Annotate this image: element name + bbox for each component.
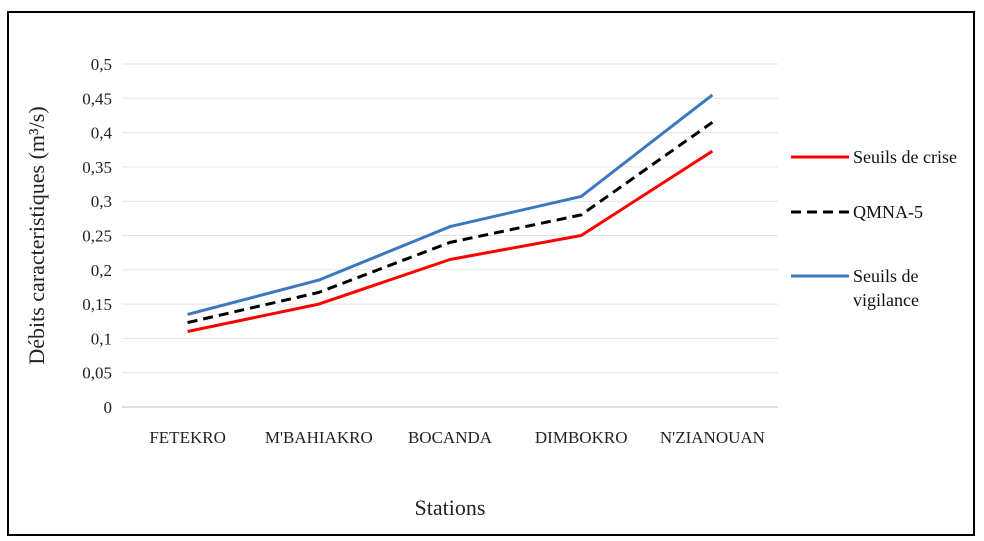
x-tick-label: BOCANDA bbox=[408, 428, 493, 447]
y-tick-label: 0,4 bbox=[91, 124, 113, 143]
y-tick-label: 0,2 bbox=[91, 261, 112, 280]
y-tick-label: 0,1 bbox=[91, 329, 112, 348]
series-line bbox=[187, 93, 714, 316]
series-line bbox=[187, 121, 714, 325]
legend-label: Seuils de crise bbox=[853, 147, 957, 167]
x-tick-label: FETEKRO bbox=[149, 428, 226, 447]
y-tick-label: 0,25 bbox=[82, 227, 112, 246]
y-tick-label: 0 bbox=[104, 398, 113, 417]
y-tick-label: 0,35 bbox=[82, 158, 112, 177]
series-line bbox=[187, 149, 714, 333]
x-tick-label: N'ZIANOUAN bbox=[660, 428, 765, 447]
y-tick-label: 0,3 bbox=[91, 192, 112, 211]
y-tick-label: 0,05 bbox=[82, 364, 112, 383]
y-axis-title: Débits caracteristiques (m³/s) bbox=[24, 106, 49, 364]
x-tick-label: DIMBOKRO bbox=[535, 428, 628, 447]
y-tick-label: 0,45 bbox=[82, 89, 112, 108]
y-tick-label: 0,5 bbox=[91, 55, 112, 74]
y-tick-label: 0,15 bbox=[82, 295, 112, 314]
legend-label: Seuils de vigilance bbox=[853, 266, 919, 310]
legend-label: QMNA-5 bbox=[853, 202, 923, 222]
x-tick-label: M'BAHIAKRO bbox=[265, 428, 373, 447]
x-axis-title: Stations bbox=[415, 495, 486, 520]
